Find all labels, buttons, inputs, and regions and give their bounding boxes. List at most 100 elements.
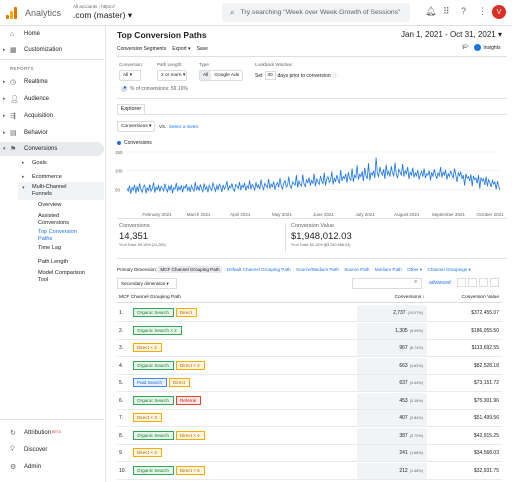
- channel-path: Organic Search Direct × 2: [133, 360, 205, 370]
- help-icon[interactable]: ?: [461, 6, 467, 16]
- mcf-group-highlight: [18, 182, 104, 200]
- chevron-right-icon: ▸: [3, 130, 6, 136]
- more-vert-icon[interactable]: ⋮: [478, 6, 487, 16]
- sidebar-item-label: Conversions: [24, 146, 58, 152]
- chevron-right-icon: ▸: [22, 174, 25, 180]
- conversions-percent: (4.62%): [409, 363, 423, 368]
- bar-view-icon[interactable]: [479, 278, 488, 287]
- search-bar[interactable]: ⌕ Try searching "Week over Week Growth o…: [222, 3, 410, 22]
- sidebar-item-label: Attribution: [24, 430, 52, 436]
- sidebar-item-customization[interactable]: ▸ ▦ Customization: [0, 44, 104, 56]
- conversion-select[interactable]: All ▾: [119, 70, 141, 81]
- dimension-other-dropdown[interactable]: Other ▾: [407, 267, 423, 272]
- sidebar-item-goals[interactable]: Goals: [32, 160, 47, 166]
- sidebar-item-path-length[interactable]: Path Length: [38, 259, 69, 265]
- type-label: Type:: [199, 62, 211, 67]
- conversions-percent: (6.74%): [409, 346, 423, 350]
- table-row[interactable]: 2. Organic Search × 2 1,305 (9.09%) $186,055…: [117, 322, 502, 340]
- conversion-segments-button[interactable]: Conversion Segments: [117, 46, 167, 52]
- channel-path: Direct × 2: [133, 343, 162, 352]
- sidebar-item-attribution[interactable]: ↻ AttributionBETA: [0, 427, 104, 439]
- divider: [117, 56, 507, 57]
- conversion-value-cell: $372,455.07: [471, 310, 499, 316]
- column-header[interactable]: Conversion Value: [461, 295, 499, 300]
- sidebar-item-top-conversion-paths[interactable]: Top Conversion Paths: [38, 229, 77, 242]
- table-row[interactable]: 8. Organic Search Direct × 4 387 (2.70%) $42,…: [117, 427, 502, 445]
- sidebar-item-audience[interactable]: ▸ 👤︎ Audience: [0, 93, 104, 105]
- account-selector[interactable]: All accounts › https:// .com (master) ▾: [73, 4, 132, 21]
- channel-groupings-dropdown[interactable]: Channel Groupings ▾: [427, 267, 471, 272]
- save-button[interactable]: Save: [196, 46, 208, 52]
- conversion-value-cell: $51,499.56: [473, 415, 499, 421]
- export-button[interactable]: Export ▾: [172, 46, 191, 52]
- table-filter-input[interactable]: [352, 278, 422, 289]
- dimension-link[interactable]: Source/Medium Path: [296, 267, 339, 272]
- table-row[interactable]: 3. Direct × 2 967 (6.74%) $113,692.55: [117, 340, 502, 357]
- account-breadcrumb: All accounts › https://: [73, 4, 115, 9]
- conversions-value: 453: [399, 397, 408, 404]
- x-tick-label: April 2021: [230, 212, 251, 217]
- help-icon[interactable]: ⓘ: [332, 73, 338, 79]
- apps-icon[interactable]: ⠿: [443, 6, 450, 16]
- sidebar-item-mcf[interactable]: Multi-Channel Funnels: [32, 184, 67, 197]
- path-length-select[interactable]: 2 or more ▾: [157, 70, 187, 81]
- type-all-button[interactable]: All: [200, 71, 212, 80]
- chevron-down-icon: ▾: [3, 146, 6, 152]
- table-row[interactable]: 5. Paid Search Direct 637 (4.44%) $73,151.72: [117, 375, 502, 392]
- conversions-cell: 663 (4.62%): [357, 357, 427, 374]
- channel-chip: Direct × 4: [175, 430, 205, 440]
- sidebar-item-acquisition[interactable]: ▸ ⇶ Acquisition: [0, 110, 104, 122]
- lookback-days-input[interactable]: 30: [264, 71, 276, 80]
- sidebar-item-overview[interactable]: Overview: [38, 202, 62, 208]
- sidebar-item-model-comparison-tool[interactable]: Model Comparison Tool: [38, 270, 85, 283]
- conversions-percent: (2.70%): [409, 433, 423, 438]
- sidebar-item-behavior[interactable]: ▸ ▤ Behavior: [0, 127, 104, 139]
- table-row[interactable]: 1. Organic Search Direct 2,737 (19.07%) $372,…: [117, 305, 502, 322]
- table-row[interactable]: 6. Organic Search Referral 453 (3.16%) $75,30…: [117, 392, 502, 410]
- table-row[interactable]: 7. Direct × 3 407 (2.84%) $51,499.56: [117, 410, 502, 427]
- sidebar-item-ecommerce[interactable]: Ecommerce: [32, 174, 62, 180]
- channel-chip: Direct: [169, 378, 191, 387]
- dimension-link[interactable]: Medium Path: [374, 267, 402, 272]
- type-google-ads-button[interactable]: Google Ads: [214, 73, 240, 78]
- sidebar-item-conversions[interactable]: ▾ ⚑ Conversions: [0, 142, 104, 156]
- pivot-view-icon[interactable]: [490, 278, 499, 287]
- sidebar-item-realtime[interactable]: ▸ ◷ Realtime: [0, 76, 104, 88]
- conversions-cell: 2,737 (19.07%): [357, 305, 427, 321]
- date-range-picker[interactable]: Jan 1, 2021 - Oct 31, 2021 ▾: [401, 30, 502, 39]
- table-row[interactable]: 4. Organic Search Direct × 2 663 (4.62%) $82,…: [117, 357, 502, 375]
- sidebar-item-home[interactable]: ⌂ Home: [0, 28, 104, 40]
- secondary-dimension-select[interactable]: Secondary dimension ▾: [117, 278, 177, 289]
- row-number: 7.: [119, 415, 124, 421]
- table-row[interactable]: 10. Organic Search Direct × 5 212 (1.48%) $32…: [117, 462, 502, 480]
- select-metric-link[interactable]: Select a metric: [169, 124, 199, 129]
- toolbar-right: 🎓︎ Insights: [462, 44, 501, 51]
- table-row[interactable]: 9. Direct × 4 241 (1.68%) $34,568.03: [117, 445, 502, 462]
- sidebar-item-admin[interactable]: ⚙ Admin: [0, 461, 104, 473]
- insights-button[interactable]: Insights: [474, 44, 501, 51]
- vs-label: VS.: [159, 124, 167, 129]
- x-tick-label: February 2021: [142, 212, 172, 217]
- acquisition-icon: ⇶: [10, 113, 16, 120]
- dimension-link[interactable]: Default Channel Grouping Path: [226, 267, 291, 272]
- beta-badge: BETA: [52, 430, 61, 434]
- column-header-sorted[interactable]: Conversions ↓: [357, 295, 425, 300]
- column-header[interactable]: MCF Channel Grouping Path: [119, 295, 181, 300]
- sidebar-item-assisted-conversions[interactable]: Assisted Conversions: [38, 213, 70, 226]
- chevron-down-icon: ▾: [497, 30, 502, 39]
- table-view-icon[interactable]: [457, 278, 466, 287]
- bell-icon[interactable]: 🔔︎: [425, 6, 437, 16]
- sidebar-item-discover[interactable]: 💡︎ Discover: [0, 444, 104, 456]
- avatar[interactable]: V: [492, 5, 506, 19]
- kpi-label: Conversions: [119, 223, 150, 229]
- advanced-filter-link[interactable]: advanced: [429, 280, 451, 286]
- conversions-value: 241: [399, 450, 408, 456]
- pie-view-icon[interactable]: [468, 278, 477, 287]
- dimension-link[interactable]: Source Path: [344, 267, 370, 272]
- conversions-value: 663: [399, 362, 408, 369]
- row-number: 5.: [119, 380, 124, 386]
- metric-select[interactable]: Conversions ▾: [117, 121, 155, 132]
- conversion-value: All: [123, 73, 129, 78]
- share-icon[interactable]: 🎓︎: [462, 44, 469, 50]
- sidebar-item-time-lag[interactable]: Time Lag: [38, 245, 62, 251]
